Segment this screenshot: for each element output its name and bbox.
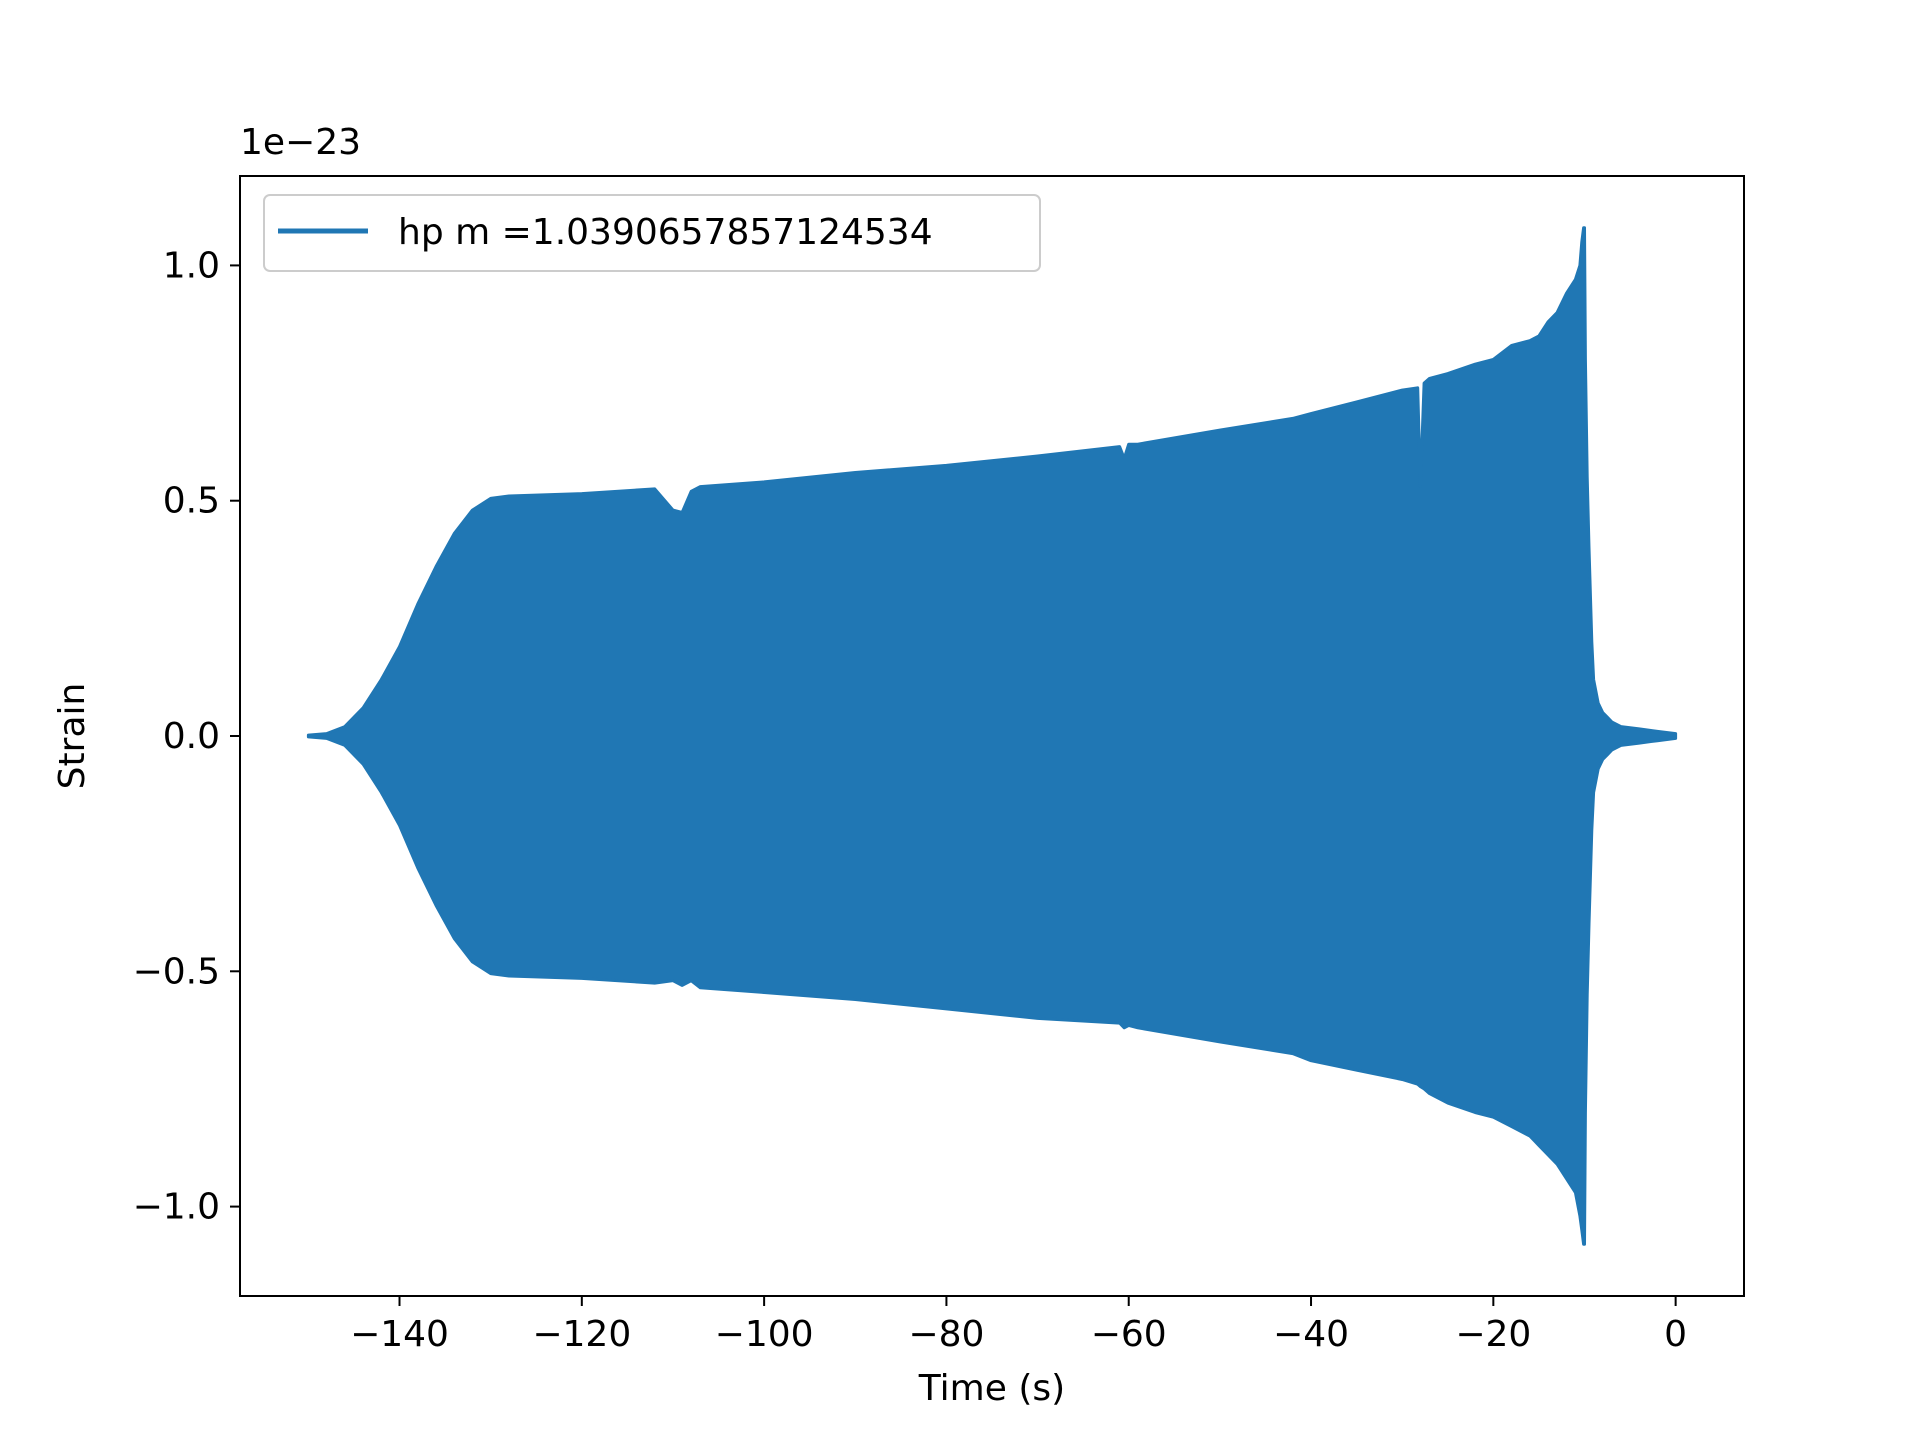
x-axis-label: Time (s) bbox=[918, 1368, 1065, 1409]
legend-label: hp m =1.0390657857124534 bbox=[398, 212, 933, 253]
y-tick-label: 1.0 bbox=[163, 245, 220, 286]
plot-area bbox=[306, 226, 1678, 1246]
y-axis-offset-label: 1e−23 bbox=[240, 122, 361, 163]
y-axis: −1.0 −0.5 0.0 0.5 1.0 bbox=[133, 245, 240, 1228]
x-tick-label: −100 bbox=[715, 1314, 814, 1355]
y-tick-label: −1.0 bbox=[133, 1187, 220, 1228]
legend: hp m =1.0390657857124534 bbox=[263, 194, 1041, 272]
y-tick-label: 0.0 bbox=[163, 716, 220, 757]
x-tick-label: −20 bbox=[1455, 1314, 1531, 1355]
x-tick-label: −140 bbox=[350, 1314, 449, 1355]
y-tick-label: 0.5 bbox=[163, 481, 220, 522]
y-tick-label: −0.5 bbox=[133, 951, 220, 992]
x-axis: −140 −120 −100 −80 −60 −40 −20 0 bbox=[350, 1296, 1687, 1355]
x-tick-label: −120 bbox=[532, 1314, 631, 1355]
series-hp-waveform bbox=[306, 226, 1678, 1246]
y-axis-label: Strain bbox=[52, 683, 93, 790]
x-tick-label: −80 bbox=[908, 1314, 984, 1355]
x-tick-label: −40 bbox=[1273, 1314, 1349, 1355]
x-tick-label: −60 bbox=[1091, 1314, 1167, 1355]
x-tick-label: 0 bbox=[1664, 1314, 1687, 1355]
legend-box bbox=[263, 194, 1041, 272]
